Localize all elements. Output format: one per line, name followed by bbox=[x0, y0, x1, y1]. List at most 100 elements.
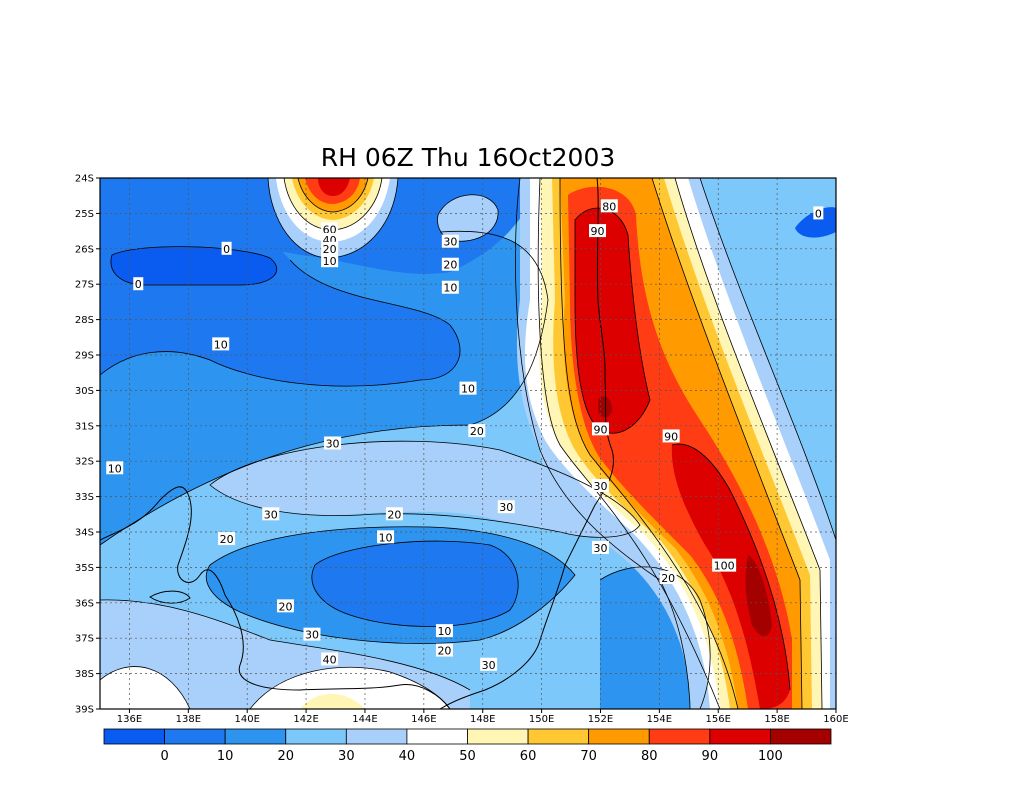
contour-label: 10 bbox=[323, 255, 337, 268]
lon-tick-label: 152E bbox=[588, 714, 613, 725]
contour-label-bg bbox=[262, 507, 280, 521]
contour-line bbox=[205, 526, 576, 644]
contour-label: 20 bbox=[278, 600, 292, 613]
contour-label: 100 bbox=[714, 560, 735, 573]
contour-label-bg bbox=[659, 571, 677, 585]
rh-region-90-100-plume bbox=[318, 178, 350, 196]
lon-tick-label: 158E bbox=[764, 714, 789, 725]
contour-label: 0 bbox=[223, 243, 230, 256]
colorbar-swatch bbox=[709, 728, 771, 745]
contour-label-bg bbox=[435, 624, 453, 638]
contour-label: 10 bbox=[437, 625, 451, 638]
contour-line bbox=[100, 599, 471, 691]
lat-tick-label: 38S bbox=[75, 669, 94, 680]
contour-label: 90 bbox=[593, 423, 607, 436]
contour-label-bg bbox=[324, 436, 342, 450]
colorbar-label: 100 bbox=[758, 749, 783, 764]
contour-label: 40 bbox=[323, 653, 337, 666]
contour-label-bg bbox=[221, 241, 232, 255]
contour-label: 30 bbox=[264, 508, 278, 521]
contour-label: 90 bbox=[664, 430, 678, 443]
colorbar-swatch bbox=[285, 728, 347, 745]
contour-label-bg bbox=[321, 652, 339, 666]
contour-label: 20 bbox=[443, 259, 457, 272]
contour-label-bg bbox=[385, 507, 403, 521]
lat-tick-label: 33S bbox=[75, 492, 94, 503]
contour-label: 20 bbox=[470, 425, 484, 438]
lat-tick-label: 28S bbox=[75, 315, 94, 326]
lon-tick-label: 146E bbox=[411, 714, 436, 725]
colorbar: 0 10 20 30 40 50 60 70 80 90 100 bbox=[103, 728, 832, 764]
contour-label: 20 bbox=[387, 508, 401, 521]
colorbar-swatch bbox=[588, 728, 650, 745]
contour-line bbox=[514, 178, 691, 709]
contour-line bbox=[671, 443, 791, 691]
colorbar-label: 70 bbox=[580, 749, 597, 764]
coastline-gulf bbox=[149, 590, 191, 604]
rh-region-40-50-south bbox=[100, 666, 190, 709]
lat-tick-label: 26S bbox=[75, 244, 94, 255]
contour-label-bg bbox=[662, 429, 680, 443]
contour-label: 10 bbox=[461, 383, 475, 396]
colorbar-label: 0 bbox=[160, 749, 168, 764]
rh-region-40-50-south2 bbox=[250, 667, 450, 709]
contour-lines bbox=[100, 178, 836, 709]
lon-tick-label: 138E bbox=[176, 714, 201, 725]
contour-line bbox=[574, 207, 651, 434]
contour-label: 30 bbox=[443, 236, 457, 249]
colorbar-label: 60 bbox=[520, 749, 537, 764]
colorbar-label: 50 bbox=[459, 749, 476, 764]
lat-tick-label: 35S bbox=[75, 563, 94, 574]
contour-label: 10 bbox=[379, 531, 393, 544]
coastline bbox=[100, 178, 614, 709]
lat-tick-label: 31S bbox=[75, 421, 94, 432]
contour-label-bg bbox=[497, 500, 515, 514]
contour-label: 20 bbox=[220, 533, 234, 546]
contour-label: 90 bbox=[591, 225, 605, 238]
contour-label-bg bbox=[212, 337, 230, 351]
colorbar-swatch bbox=[467, 728, 529, 745]
lat-tick-label: 36S bbox=[75, 598, 94, 609]
contour-line bbox=[100, 259, 461, 387]
colorbar-swatch bbox=[224, 728, 287, 745]
contour-label: 20 bbox=[437, 645, 451, 658]
contour-line bbox=[674, 178, 823, 709]
rh-region-90-100-band bbox=[575, 208, 650, 434]
lat-tick-label: 24S bbox=[75, 174, 94, 185]
colorbar-swatch bbox=[527, 728, 590, 745]
contour-label-bg bbox=[441, 234, 459, 248]
rh-region-50-60-south bbox=[300, 693, 365, 709]
contour-label-bg bbox=[480, 657, 498, 671]
contour-label-bg bbox=[441, 280, 459, 294]
lon-tick-label: 140E bbox=[234, 714, 259, 725]
lat-tick-label: 32S bbox=[75, 457, 94, 468]
contour-label-bg bbox=[321, 222, 339, 236]
contour-label: 30 bbox=[326, 438, 340, 451]
lon-tick-label: 148E bbox=[470, 714, 495, 725]
contour-label: 0 bbox=[815, 207, 822, 220]
colorbar-swatch bbox=[648, 728, 711, 745]
contour-label-bg bbox=[441, 257, 459, 271]
contour-label-bg bbox=[276, 599, 294, 613]
lon-tick-label: 144E bbox=[352, 714, 377, 725]
contour-label: 20 bbox=[661, 572, 675, 585]
lon-tick-label: 156E bbox=[706, 714, 731, 725]
lat-tick-label: 37S bbox=[75, 634, 94, 645]
rh-region-30-40-mid bbox=[210, 441, 640, 538]
coastline-east-australia bbox=[439, 178, 614, 709]
contour-label-bg bbox=[106, 461, 124, 475]
contour-line bbox=[209, 440, 641, 538]
contour-label-bg bbox=[303, 627, 321, 641]
coastline-south-australia bbox=[100, 486, 451, 709]
contour-label: 30 bbox=[593, 480, 607, 493]
contour-line bbox=[599, 566, 711, 709]
contour-line bbox=[110, 246, 278, 286]
longitude-axis: 136E 138E 140E 142E 144E 146E 148E 150E 152E 154E… bbox=[117, 709, 849, 725]
contour-label-bg bbox=[591, 540, 609, 554]
lon-tick-label: 150E bbox=[529, 714, 554, 725]
rh-region-90-100-band-south bbox=[671, 444, 790, 709]
contour-label-bg bbox=[589, 224, 607, 238]
contour-label: 20 bbox=[323, 243, 337, 256]
contour-line bbox=[699, 178, 836, 541]
